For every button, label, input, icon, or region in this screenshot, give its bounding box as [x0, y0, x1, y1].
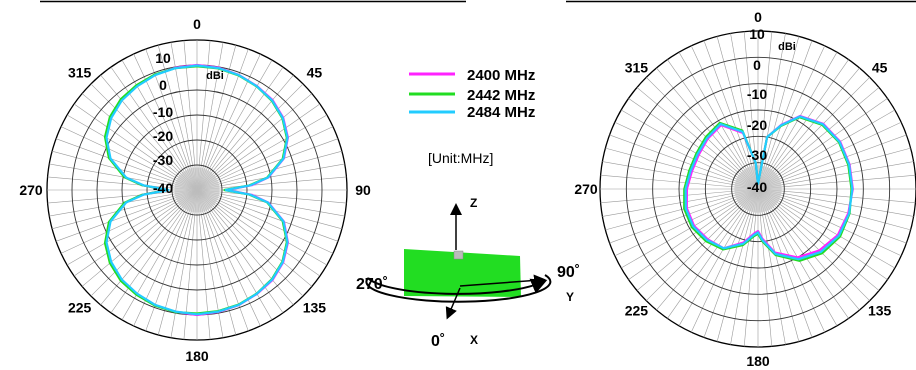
polar-hub [734, 165, 782, 213]
polar-ring [121, 114, 273, 266]
pcb-board [404, 249, 521, 297]
polar-ring [731, 162, 785, 216]
y-axis-arrow [459, 274, 546, 287]
angle-90-label: 90˚ [557, 264, 580, 281]
rotation-ellipse-front [367, 277, 548, 295]
polar-radial-label: 10 [155, 50, 171, 66]
angle-0-label: 0˚ [431, 333, 445, 350]
polar-series-3 [105, 64, 289, 316]
polar-angle-label: 45 [872, 59, 888, 75]
y-axis-label: Y [566, 290, 574, 304]
x-axis-label: X [470, 333, 478, 347]
polar-angle-label: 225 [625, 303, 649, 319]
polar-ring [704, 135, 812, 243]
polar-ring [96, 89, 298, 291]
polar-ring [625, 56, 891, 322]
legend-label-2442: 2442 MHz [467, 87, 535, 104]
polar-ring [171, 164, 223, 216]
polar-radial-label: 0 [159, 77, 167, 93]
polar-angle-label: 315 [625, 59, 649, 75]
polar-angle-label: 315 [68, 65, 92, 81]
polar-angle-label: 45 [307, 65, 323, 81]
polar-radial-label: -10 [747, 86, 767, 102]
polar-angle-label: 180 [746, 353, 770, 369]
polar-radial-label: -40 [747, 179, 767, 195]
unit-note: [Unit:MHz] [428, 150, 493, 166]
legend: 2400 MHz 2442 MHz 2484 MHz [Unit:MHz] [409, 67, 535, 166]
polar-radial-label: -20 [747, 117, 767, 133]
polar-angle-label: 0 [193, 16, 201, 32]
polar-unit-label: dBi [206, 70, 224, 82]
polar-angle-label: 225 [68, 299, 92, 315]
polar-ring [146, 139, 248, 241]
polar-radial-label: -30 [153, 152, 173, 168]
polar-radial-label: 0 [753, 57, 761, 73]
legend-label-2484: 2484 MHz [467, 104, 535, 121]
polar-radial-label: -30 [747, 147, 767, 163]
polar-angle-label: 135 [303, 299, 327, 315]
legend-label-2400: 2400 MHz [467, 67, 535, 84]
rotation-ellipse [365, 274, 552, 303]
polar-radial-label: -20 [153, 128, 173, 144]
polar-angle-label: 135 [868, 303, 892, 319]
polar-radial-label: -40 [153, 180, 173, 196]
polar-angle-label: 270 [19, 182, 43, 198]
polar-angle-label: 90 [355, 182, 371, 198]
polar-ring [652, 83, 864, 295]
angle-270-label: 270˚ [356, 276, 388, 293]
polar-angle-label: 0 [754, 9, 762, 25]
polar-series-3 [684, 115, 854, 261]
polar-hub [174, 167, 220, 213]
polar-ring [678, 109, 838, 269]
polar-radial-label: 10 [749, 26, 765, 42]
z-axis-label: Z [470, 196, 477, 210]
polar-radial-label: -10 [153, 104, 173, 120]
x-axis-arrow [445, 287, 461, 320]
chip-component [453, 250, 464, 260]
polar-angle-label: 180 [185, 348, 209, 364]
orientation-diagram: Z Y X 270˚ 90˚ 0˚ [356, 196, 580, 350]
polar-angle-label: 270 [574, 181, 598, 197]
polar-unit-label: dBi [778, 41, 796, 53]
polar-chart-left: 0 45 90 135 180 225 270 315 10 0 -10 -20 -30 -40 dBi [19, 16, 371, 364]
